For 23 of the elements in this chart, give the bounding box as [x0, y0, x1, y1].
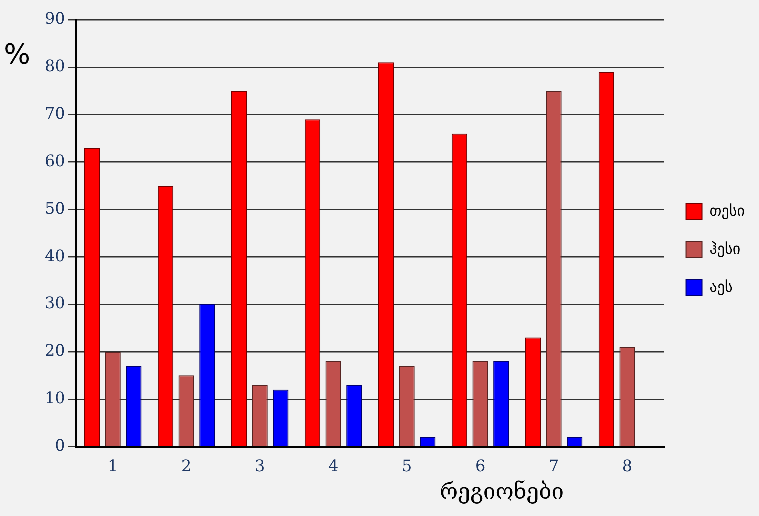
x-axis-title: რეგიონები	[440, 480, 564, 505]
y-axis-title: %	[4, 38, 31, 71]
x-tick-label: 2	[182, 456, 192, 476]
y-tick-label: 70	[45, 104, 66, 123]
x-tick-label: 3	[254, 456, 266, 476]
x-tick-label: 8	[622, 456, 633, 476]
x-tick-label: 6	[475, 456, 486, 476]
y-tick-label: 0	[55, 436, 66, 455]
legend-label: აეს	[710, 278, 734, 296]
y-tick-label: 10	[45, 388, 66, 408]
x-tick-label: 5	[402, 456, 412, 476]
legend-label: თესი	[710, 202, 746, 220]
x-tick-label: 1	[108, 456, 118, 476]
y-tick-label: 20	[45, 341, 66, 360]
y-tick-label: 30	[45, 294, 66, 313]
legend-label: ჰესი	[710, 240, 741, 258]
x-tick-label: 7	[548, 456, 560, 476]
y-tick-label: 60	[45, 151, 66, 170]
y-tick-label: 80	[45, 56, 66, 76]
y-tick-label: 40	[45, 246, 66, 266]
y-tick-label: 50	[45, 198, 66, 218]
y-tick-label: 90	[45, 9, 66, 28]
x-tick-label: 4	[328, 456, 339, 476]
